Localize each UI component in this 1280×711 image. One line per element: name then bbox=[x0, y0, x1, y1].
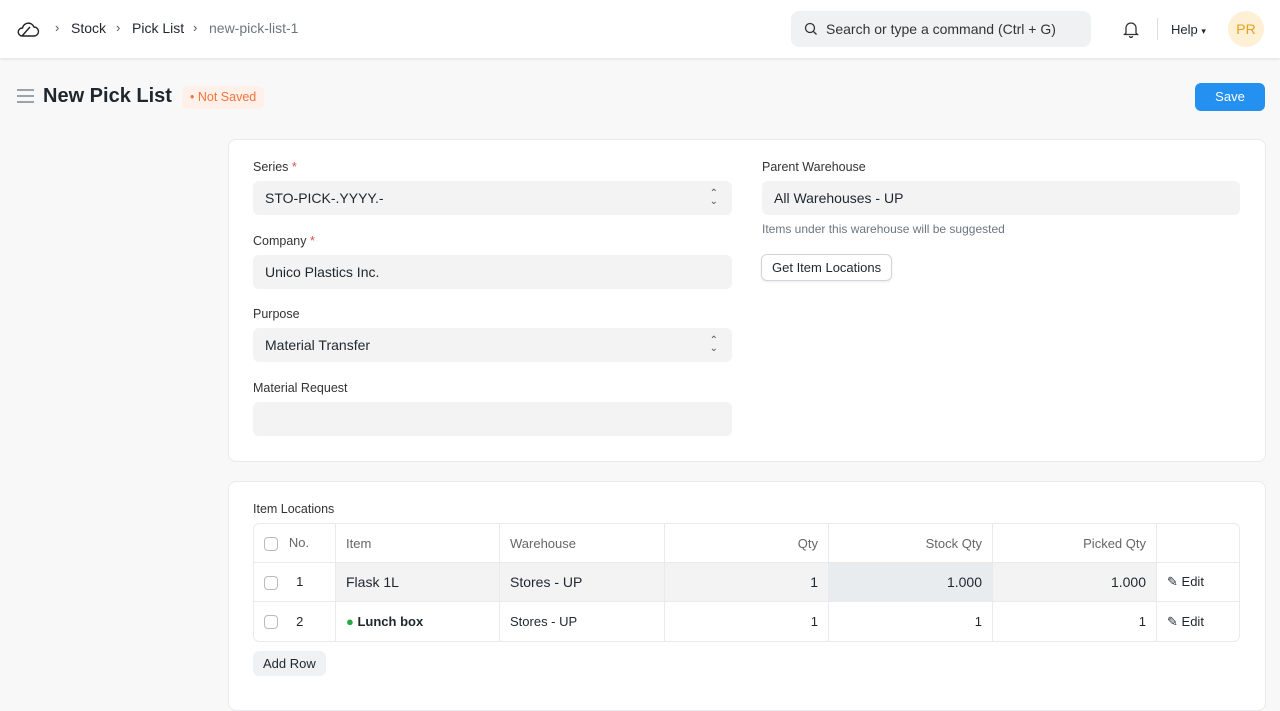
series-label: Series * bbox=[253, 160, 297, 174]
chevron-right-icon: › bbox=[193, 20, 198, 35]
navbar: › Stock › Pick List › new-pick-list-1 Se… bbox=[0, 0, 1280, 58]
parent-warehouse-field[interactable]: All Warehouses - UP bbox=[762, 181, 1240, 215]
bell-icon[interactable] bbox=[1123, 20, 1139, 38]
item-locations-table: No. Item Warehouse Qty Stock Qty Picked … bbox=[253, 523, 1240, 642]
avatar[interactable]: PR bbox=[1228, 11, 1264, 47]
select-all-checkbox[interactable] bbox=[264, 536, 278, 551]
stock-qty-cell: 1.000 bbox=[829, 563, 993, 602]
breadcrumb-pick-list[interactable]: Pick List bbox=[132, 20, 185, 36]
sidebar-toggle-icon[interactable] bbox=[17, 89, 34, 103]
col-qty: Qty bbox=[665, 524, 829, 563]
purpose-label: Purpose bbox=[253, 307, 300, 321]
item-cell[interactable]: Flask 1L bbox=[336, 563, 500, 602]
help-label: Help bbox=[1171, 22, 1198, 37]
parent-warehouse-label: Parent Warehouse bbox=[762, 160, 866, 174]
breadcrumb-current[interactable]: new-pick-list-1 bbox=[209, 20, 299, 36]
chevron-down-icon: ▾ bbox=[1201, 26, 1206, 36]
col-stock-qty: Stock Qty bbox=[829, 524, 993, 563]
table-row[interactable]: 1 Flask 1L Stores - UP 1 1.000 1.000 ✎ E… bbox=[254, 563, 1239, 602]
app-logo-icon[interactable] bbox=[16, 20, 40, 38]
edit-button[interactable]: ✎ Edit bbox=[1157, 563, 1239, 602]
select-chevron-icon: ⌃ ⌄ bbox=[709, 188, 718, 207]
item-locations-label: Item Locations bbox=[253, 502, 335, 516]
row-checkbox[interactable] bbox=[264, 615, 278, 630]
status-dot-icon: ● bbox=[346, 614, 354, 629]
warehouse-cell[interactable]: Stores - UP bbox=[500, 602, 665, 641]
col-picked-qty: Picked Qty bbox=[993, 524, 1157, 563]
pencil-icon: ✎ bbox=[1167, 613, 1178, 629]
parent-warehouse-help: Items under this warehouse will be sugge… bbox=[762, 222, 1005, 236]
col-edit bbox=[1157, 524, 1239, 563]
col-warehouse: Warehouse bbox=[500, 524, 665, 563]
purpose-select[interactable]: Material Transfer ⌃ ⌄ bbox=[253, 328, 732, 362]
search-input[interactable]: Search or type a command (Ctrl + G) bbox=[791, 11, 1091, 47]
page-title: New Pick List bbox=[43, 85, 172, 107]
save-button[interactable]: Save bbox=[1195, 83, 1265, 111]
company-label: Company * bbox=[253, 234, 315, 248]
help-dropdown[interactable]: Help ▾ bbox=[1171, 22, 1206, 37]
material-request-label: Material Request bbox=[253, 381, 348, 395]
material-request-field[interactable] bbox=[253, 402, 732, 436]
stock-qty-cell: 1 bbox=[829, 602, 993, 641]
divider bbox=[1157, 18, 1158, 40]
status-badge: • Not Saved bbox=[182, 86, 265, 109]
chevron-right-icon: › bbox=[116, 20, 121, 35]
row-checkbox[interactable] bbox=[264, 575, 278, 590]
row-no: 2 bbox=[296, 613, 304, 629]
status-text: Not Saved bbox=[197, 90, 257, 104]
get-item-locations-button[interactable]: Get Item Locations bbox=[761, 254, 893, 281]
item-cell[interactable]: ● Lunch box bbox=[336, 602, 500, 641]
series-select[interactable]: STO-PICK-.YYYY.- ⌃ ⌄ bbox=[253, 181, 732, 215]
table-header: No. Item Warehouse Qty Stock Qty Picked … bbox=[254, 524, 1239, 563]
search-placeholder: Search or type a command (Ctrl + G) bbox=[826, 21, 1056, 37]
col-no: No. bbox=[288, 535, 310, 551]
pencil-icon: ✎ bbox=[1167, 574, 1178, 589]
warehouse-cell[interactable]: Stores - UP bbox=[500, 563, 665, 602]
breadcrumb-stock[interactable]: Stock bbox=[71, 20, 107, 36]
row-no: 1 bbox=[296, 574, 304, 590]
chevron-right-icon: › bbox=[55, 20, 60, 35]
picked-qty-cell[interactable]: 1 bbox=[993, 602, 1157, 641]
add-row-button[interactable]: Add Row bbox=[253, 651, 326, 676]
qty-cell[interactable]: 1 bbox=[665, 563, 829, 602]
table-row[interactable]: 2 ● Lunch box Stores - UP 1 1 1 ✎ Edit bbox=[254, 602, 1239, 641]
select-chevron-icon: ⌃ ⌄ bbox=[709, 335, 718, 354]
company-field[interactable]: Unico Plastics Inc. bbox=[253, 255, 732, 289]
edit-button[interactable]: ✎ Edit bbox=[1167, 613, 1204, 629]
col-item: Item bbox=[336, 524, 500, 563]
qty-cell[interactable]: 1 bbox=[665, 602, 829, 641]
picked-qty-cell[interactable]: 1.000 bbox=[993, 563, 1157, 602]
search-icon bbox=[804, 22, 817, 35]
